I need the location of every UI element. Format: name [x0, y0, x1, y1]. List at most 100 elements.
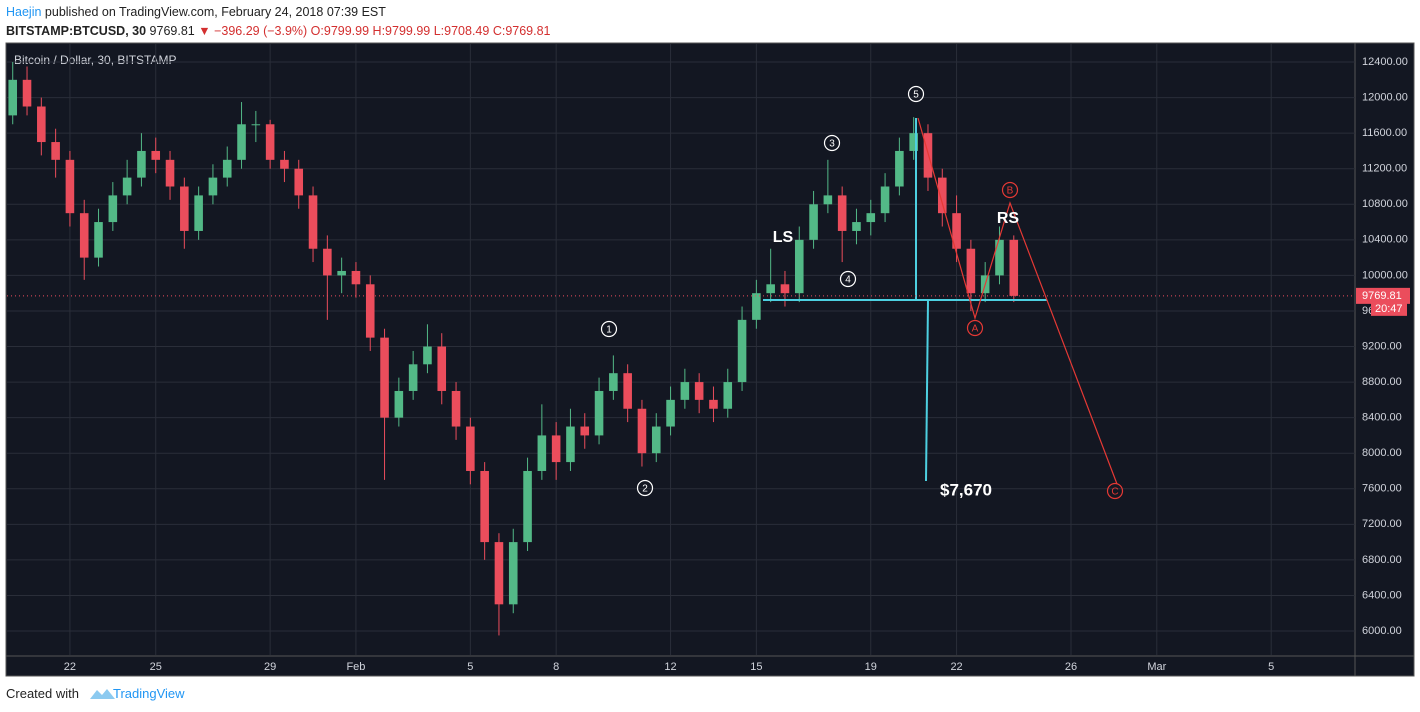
- annotation: A: [972, 324, 979, 335]
- candle-body: [694, 382, 704, 400]
- y-tick-label: 8800.00: [1362, 376, 1402, 388]
- y-tick-label: 6400.00: [1362, 589, 1402, 601]
- header: Haejin published on TradingView.com, Feb…: [6, 3, 551, 41]
- y-tick-label: 6000.00: [1362, 625, 1402, 637]
- candle-body: [380, 337, 389, 418]
- annotation: 4: [845, 275, 851, 286]
- candle-body: [909, 133, 918, 151]
- price-tag: 9769.81: [1362, 290, 1402, 302]
- annotation-circle: [823, 134, 841, 152]
- candle-body: [523, 470, 532, 543]
- candle-body: [408, 364, 418, 391]
- candle-body: [780, 284, 790, 294]
- x-tick-label: 22: [64, 661, 76, 673]
- ohlc-low: L:9708.49: [433, 24, 490, 38]
- candle-body: [866, 213, 876, 223]
- author[interactable]: Haejin: [6, 5, 42, 19]
- candle-body: [437, 346, 447, 391]
- candle-body: [952, 213, 961, 249]
- candle-body: [308, 195, 318, 249]
- annotation: $7,670: [940, 480, 992, 499]
- candle-body: [995, 239, 1004, 276]
- symbol-line: BITSTAMP:BTCUSD, 30 9769.81 ▼ −396.29 (−…: [6, 22, 551, 41]
- candle-body: [108, 195, 118, 223]
- annotation: 5: [913, 90, 919, 101]
- candle-body: [1009, 239, 1019, 296]
- candle-body: [752, 293, 761, 320]
- y-tick-label: 11600.00: [1362, 127, 1407, 139]
- candle-body: [337, 270, 346, 276]
- candle-body: [709, 399, 718, 409]
- annotation-circle: [600, 320, 618, 338]
- candle-body: [137, 150, 146, 178]
- ohlc-high: H:9799.99: [372, 24, 431, 38]
- wave-line: [917, 117, 1118, 485]
- candle-body: [151, 150, 161, 160]
- candle-body: [551, 435, 561, 463]
- candle-body: [208, 177, 218, 196]
- candle-body: [65, 159, 75, 214]
- x-tick-label: 5: [1268, 661, 1274, 673]
- candle-body: [923, 133, 933, 178]
- candle-body: [180, 186, 189, 231]
- x-tick-label: 5: [467, 661, 473, 673]
- chart-background: [5, 42, 1415, 677]
- candle-body: [494, 542, 504, 605]
- x-tick-label: 22: [950, 661, 962, 673]
- annotation-circle: [1001, 181, 1019, 199]
- x-tick-label: 8: [553, 661, 559, 673]
- annotation-circle: [1106, 482, 1124, 500]
- y-tick-label: 9200.00: [1362, 340, 1402, 352]
- candle-body: [480, 470, 489, 543]
- candle-body: [280, 159, 289, 169]
- x-tick-label: 26: [1065, 661, 1077, 673]
- candle-body: [466, 426, 475, 471]
- candle-body: [222, 159, 232, 178]
- candle-body: [794, 239, 804, 294]
- y-tick-label: 10000.00: [1362, 269, 1408, 281]
- annotation: 2: [642, 484, 648, 495]
- candle-body: [51, 142, 60, 160]
- x-tick-label: 12: [664, 661, 676, 673]
- price-tag-bg: [1356, 287, 1410, 304]
- candle-body: [351, 270, 361, 285]
- annotation: RS: [997, 210, 1020, 227]
- candle-body: [94, 222, 103, 258]
- candle-body: [323, 248, 332, 276]
- brand-logo: [90, 689, 115, 699]
- candle-body: [837, 195, 847, 231]
- candle-body: [623, 373, 632, 409]
- published: published on TradingView.com, February 2…: [44, 5, 386, 19]
- candle-body: [666, 399, 675, 427]
- y-tick-label: 11200.00: [1362, 163, 1407, 175]
- candle-body: [537, 435, 547, 471]
- candle-body: [651, 426, 661, 454]
- footer: Created with TradingView: [6, 686, 185, 701]
- x-tick-label: 15: [750, 661, 762, 673]
- annotation: C: [1111, 487, 1118, 498]
- annotation-circle: [966, 319, 984, 337]
- brand[interactable]: TradingView: [112, 686, 185, 701]
- candle-body: [737, 319, 747, 383]
- ohlc-close: C:9769.81: [492, 24, 551, 38]
- candle-body: [508, 542, 518, 605]
- candle-body: [79, 213, 89, 258]
- y-tick-label: 6800.00: [1362, 554, 1402, 566]
- candle-body: [966, 248, 976, 294]
- y-tick-label: 8000.00: [1362, 447, 1402, 459]
- candle-body: [237, 124, 246, 160]
- candle-body: [423, 346, 432, 365]
- header-line: Haejin published on TradingView.com, Feb…: [6, 3, 551, 22]
- y-tick-label: 10800.00: [1362, 198, 1408, 210]
- candle-body: [194, 195, 203, 231]
- y-tick-label: 8400.00: [1362, 412, 1402, 424]
- candle-body: [265, 124, 275, 160]
- candle-body: [852, 222, 861, 231]
- candle-body: [723, 382, 733, 409]
- annotation: 1: [606, 325, 612, 336]
- x-tick-label: 25: [150, 661, 162, 673]
- trend-line: [925, 299, 929, 482]
- candle-body: [580, 426, 590, 436]
- candle-body: [451, 390, 461, 427]
- candle-body: [22, 79, 32, 107]
